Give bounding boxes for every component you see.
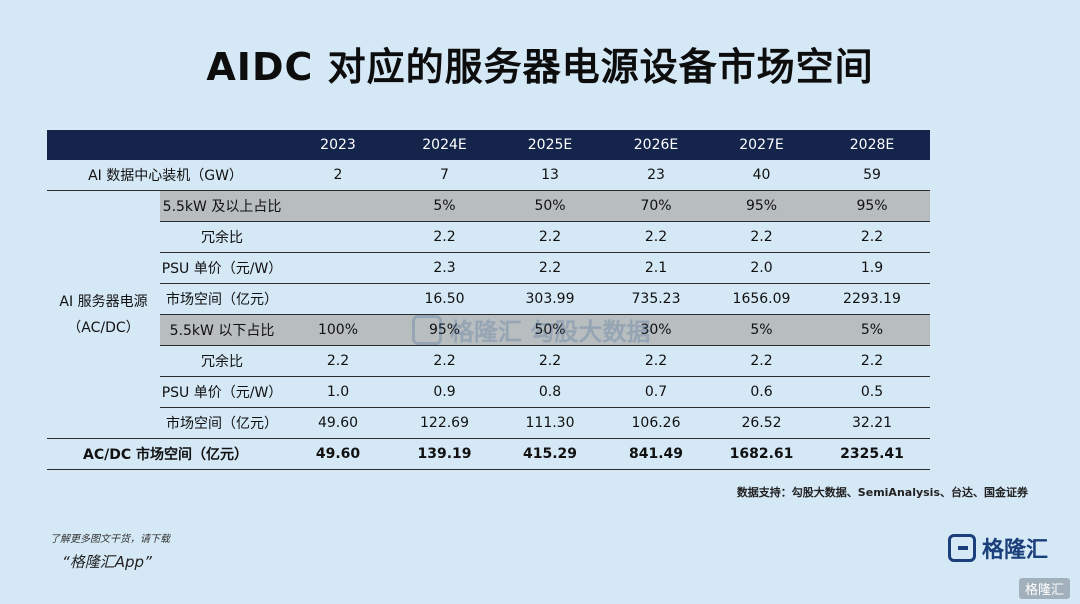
- table-cell: 2.3: [392, 252, 497, 284]
- header-cell-2027e: 2027E: [709, 130, 814, 160]
- total-cell: 415.29: [497, 438, 603, 470]
- table-cell: 70%: [603, 190, 709, 222]
- table-cell: 50%: [497, 314, 603, 346]
- brand-name: 格隆汇: [982, 538, 1049, 563]
- header-cell-2023: 2023: [284, 130, 392, 160]
- table-row: 市场空间（亿元） 49.60 122.69 111.30 106.26 26.5…: [47, 407, 930, 439]
- table-cell: 1.9: [814, 252, 930, 284]
- row-label: AI 数据中心装机（GW）: [88, 168, 243, 184]
- table-cell: 2.2: [497, 345, 603, 377]
- table-row: PSU 单价（元/W） 2.3 2.2 2.1 2.0 1.9: [47, 252, 930, 284]
- row-label: 5.5kW 以下占比: [160, 314, 284, 346]
- table-cell: 122.69: [392, 407, 497, 439]
- table-cell: 2.2: [284, 345, 392, 377]
- table-cell: 2.1: [603, 252, 709, 284]
- table-cell: [284, 252, 392, 284]
- table-cell: 23: [647, 167, 665, 183]
- table-row: 市场空间（亿元） 16.50 303.99 735.23 1656.09 229…: [47, 283, 930, 315]
- header-cell-2026e: 2026E: [603, 130, 709, 160]
- table-cell: 2.2: [709, 221, 814, 253]
- table-cell: [284, 190, 392, 222]
- total-cell: 841.49: [603, 438, 709, 470]
- table-cell: 16.50: [392, 283, 497, 315]
- header-cell-2024e: 2024E: [392, 130, 497, 160]
- table-cell: 735.23: [603, 283, 709, 315]
- brand-logo: 格隆汇: [948, 532, 1048, 564]
- table-cell: 0.8: [497, 376, 603, 408]
- download-note: 了解更多图文干货，请下载: [50, 534, 170, 545]
- table-cell: 26.52: [709, 407, 814, 439]
- table-cell: 2.2: [497, 252, 603, 284]
- total-cell: 139.19: [392, 438, 497, 470]
- row-label: 冗余比: [160, 345, 284, 377]
- table-cell: 5%: [814, 314, 930, 346]
- table-cell: 5%: [392, 190, 497, 222]
- group-label-text: AI 服务器电源 （AC/DC）: [59, 293, 148, 336]
- table-cell: [284, 221, 392, 253]
- table-cell: 2.2: [392, 221, 497, 253]
- row-label: 冗余比: [160, 221, 284, 253]
- group-label: AI 服务器电源 （AC/DC）: [47, 190, 160, 439]
- market-table: 2023 2024E 2025E 2026E 2027E 2028E AI 数据…: [47, 130, 930, 470]
- table-cell: 49.60: [284, 407, 392, 439]
- table-cell: 303.99: [497, 283, 603, 315]
- table-cell: 95%: [814, 190, 930, 222]
- table-cell: 100%: [284, 314, 392, 346]
- table-cell: 0.5: [814, 376, 930, 408]
- table-cell: 30%: [603, 314, 709, 346]
- table-cell: 2.0: [709, 252, 814, 284]
- table-cell: 2293.19: [814, 283, 930, 315]
- table-cell: 106.26: [603, 407, 709, 439]
- table-cell: 2.2: [709, 345, 814, 377]
- table-cell: 2.2: [603, 345, 709, 377]
- header-cell-label: [47, 130, 284, 160]
- table-cell: 59: [863, 167, 881, 183]
- table-cell: 5%: [709, 314, 814, 346]
- table-cell: 2.2: [814, 345, 930, 377]
- page-title: AIDC 对应的服务器电源设备市场空间: [206, 45, 874, 89]
- table-cell: 40: [752, 167, 771, 183]
- row-label: 5.5kW 及以上占比: [160, 190, 284, 222]
- table-cell: 0.9: [392, 376, 497, 408]
- table-cell: 0.6: [709, 376, 814, 408]
- table-cell: 7: [440, 167, 449, 183]
- table-cell: 2.2: [392, 345, 497, 377]
- brand-g-icon: [948, 534, 976, 562]
- row-label: PSU 单价（元/W）: [160, 376, 284, 408]
- total-cell: 1682.61: [709, 438, 814, 470]
- data-source: 数据支持：勾股大数据、SemiAnalysis、台达、国金证券: [736, 486, 1028, 499]
- total-cell: 2325.41: [814, 438, 930, 470]
- total-label: AC/DC 市场空间（亿元）: [47, 438, 284, 470]
- table-cell: 95%: [392, 314, 497, 346]
- table-cell: 1.0: [284, 376, 392, 408]
- table-cell: 1656.09: [709, 283, 814, 315]
- table-cell: 2.2: [603, 221, 709, 253]
- header-cell-2028e: 2028E: [814, 130, 930, 160]
- table-row: AI 数据中心装机（GW） 2 7 13 23 40 59: [47, 160, 930, 191]
- table-cell: 50%: [497, 190, 603, 222]
- row-label: 市场空间（亿元）: [160, 407, 284, 439]
- table-row: 冗余比 2.2 2.2 2.2 2.2 2.2: [47, 221, 930, 253]
- table-cell: 2.2: [497, 221, 603, 253]
- table-cell: 13: [541, 167, 559, 183]
- table-row: 5.5kW 以下占比 100% 95% 50% 30% 5% 5%: [47, 314, 930, 346]
- table-header-row: 2023 2024E 2025E 2026E 2027E 2028E: [47, 130, 930, 160]
- table-cell: 111.30: [497, 407, 603, 439]
- table-cell: 0.7: [603, 376, 709, 408]
- table-row: PSU 单价（元/W） 1.0 0.9 0.8 0.7 0.6 0.5: [47, 376, 930, 408]
- app-name: “格隆汇App”: [62, 553, 152, 571]
- total-row: AC/DC 市场空间（亿元） 49.60 139.19 415.29 841.4…: [47, 438, 930, 470]
- row-label: 市场空间（亿元）: [160, 283, 284, 315]
- table-cell: [284, 283, 392, 315]
- total-cell: 49.60: [284, 438, 392, 470]
- table-cell: 2.2: [814, 221, 930, 253]
- table-cell: 32.21: [814, 407, 930, 439]
- table-cell: 95%: [709, 190, 814, 222]
- corner-tag: 格隆汇: [1018, 578, 1070, 599]
- table-cell: 2: [333, 167, 343, 183]
- table-row: 冗余比 2.2 2.2 2.2 2.2 2.2 2.2: [47, 345, 930, 377]
- table-row: AI 服务器电源 （AC/DC） 5.5kW 及以上占比 5% 50% 70% …: [47, 190, 930, 439]
- row-label: PSU 单价（元/W）: [160, 252, 284, 284]
- header-cell-2025e: 2025E: [497, 130, 603, 160]
